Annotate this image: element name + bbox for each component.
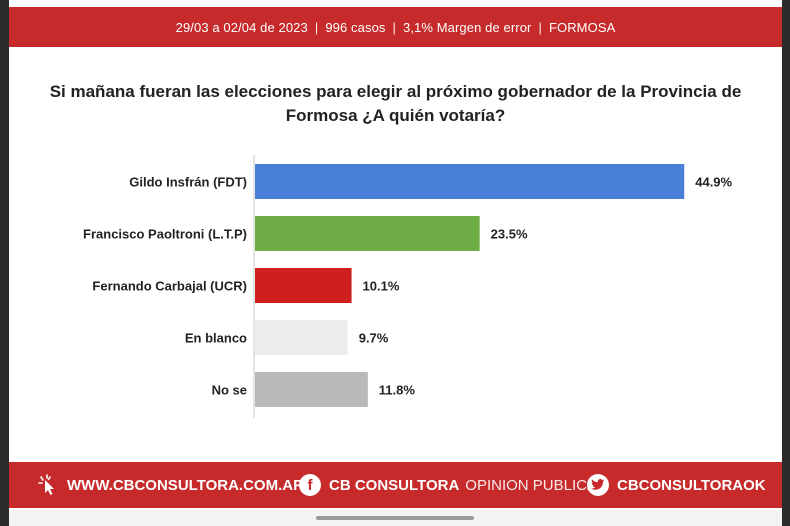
question-line-2: Formosa ¿A quién votaría? xyxy=(285,106,506,125)
twitter-handle: CBCONSULTORAOK xyxy=(617,476,766,494)
facebook-icon: f xyxy=(299,474,321,496)
bar xyxy=(255,320,348,355)
poll-question: Si mañana fueran las elecciones para ele… xyxy=(9,80,782,128)
value-label: 11.8% xyxy=(379,383,416,398)
twitter-icon xyxy=(587,474,609,496)
left-frame xyxy=(0,0,9,526)
bar xyxy=(255,268,352,303)
value-label: 10.1% xyxy=(363,279,400,294)
footer-website[interactable]: WWW.CBCONSULTORA.COM.AR xyxy=(37,462,304,508)
date-range: 29/03 a 02/04 de 2023 xyxy=(175,19,308,35)
bar xyxy=(255,164,685,199)
bar xyxy=(255,216,480,251)
website-link[interactable]: WWW.CBCONSULTORA.COM.AR xyxy=(67,476,304,494)
home-indicator[interactable] xyxy=(316,516,474,520)
margin-of-error: 3,1% Margen de error xyxy=(403,19,532,35)
footer-twitter[interactable]: CBCONSULTORAOK xyxy=(587,462,766,508)
poll-card: 29/03 a 02/04 de 2023 | 996 casos | 3,1%… xyxy=(9,0,782,510)
facebook-name: CB CONSULTORA xyxy=(329,476,460,494)
category-label: Fernando Carbajal (UCR) xyxy=(92,279,247,294)
category-label: Gildo Insfrán (FDT) xyxy=(129,175,247,190)
cursor-click-icon xyxy=(38,474,54,495)
separator: | xyxy=(538,19,542,35)
category-label: En blanco xyxy=(185,331,247,346)
facebook-subtitle: OPINION PUBLICA xyxy=(465,476,597,494)
value-label: 23.5% xyxy=(491,227,528,242)
category-label: Francisco Paoltroni (L.T.P) xyxy=(83,227,247,242)
province-name: FORMOSA xyxy=(548,19,616,35)
separator: | xyxy=(314,19,319,35)
separator: | xyxy=(392,19,396,35)
category-label: No se xyxy=(212,383,247,398)
right-frame xyxy=(782,0,790,526)
footer-facebook[interactable]: f CB CONSULTORA OPINION PUBLICA xyxy=(299,462,597,508)
header-bar: 29/03 a 02/04 de 2023 | 996 casos | 3,1%… xyxy=(9,7,782,47)
bar-chart: Gildo Insfrán (FDT) 44.9% Francisco Paoltr… xyxy=(83,155,733,418)
value-label: 9.7% xyxy=(359,331,389,346)
question-line-1: Si mañana fueran las elecciones para ele… xyxy=(49,82,742,101)
value-label: 44.9% xyxy=(695,175,732,190)
bars-group: Gildo Insfrán (FDT) 44.9% Francisco Paoltr… xyxy=(83,164,733,407)
bar xyxy=(255,372,368,407)
footer-bar: WWW.CBCONSULTORA.COM.AR f CB CONSULTORA … xyxy=(9,462,782,508)
cases-count: 996 casos xyxy=(325,19,386,35)
